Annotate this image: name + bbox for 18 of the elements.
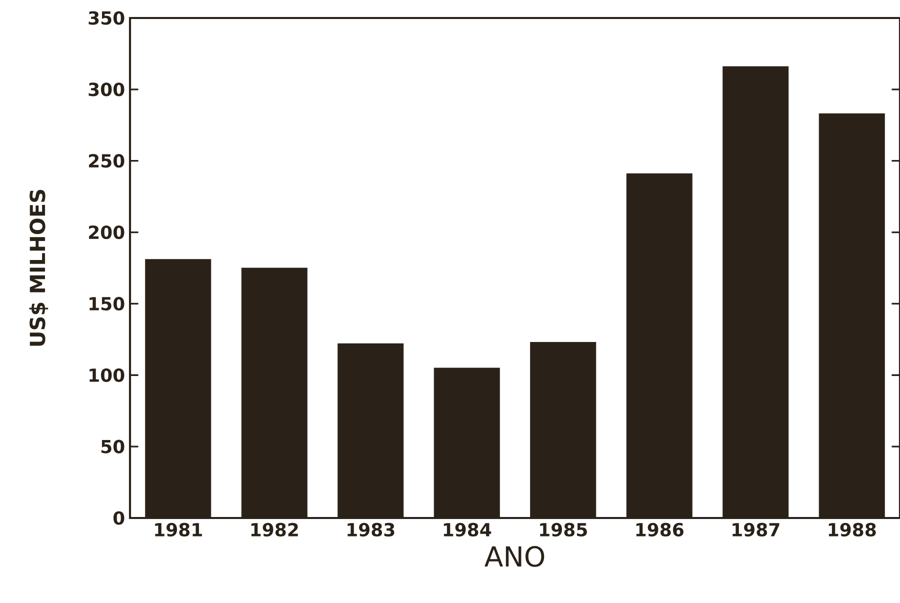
y-tick-label: 250	[88, 154, 124, 168]
y-axis-title: US$ MILHOES	[29, 190, 48, 346]
x-tick-label: 1982	[251, 522, 298, 536]
y-tick-label: 150	[90, 296, 124, 311]
x-tick-label: 1988	[828, 522, 876, 536]
x-tick-label: 1983	[348, 522, 394, 536]
y-tick-label: 0	[113, 511, 124, 525]
y-tick-label: 200	[88, 225, 124, 240]
x-tick-label: 1984	[444, 522, 492, 536]
y-tick-label: 100	[90, 368, 124, 382]
x-tick-label: 1981	[155, 522, 202, 536]
y-tick-label: 350	[88, 11, 124, 25]
x-tick-label: 1987	[732, 522, 780, 536]
x-axis-title: ANO	[484, 546, 544, 567]
x-tick-label: 1985	[540, 522, 587, 536]
y-tick-label: 300	[88, 82, 124, 96]
x-tick-label: 1986	[636, 522, 684, 536]
y-tick-label: 50	[101, 440, 124, 454]
